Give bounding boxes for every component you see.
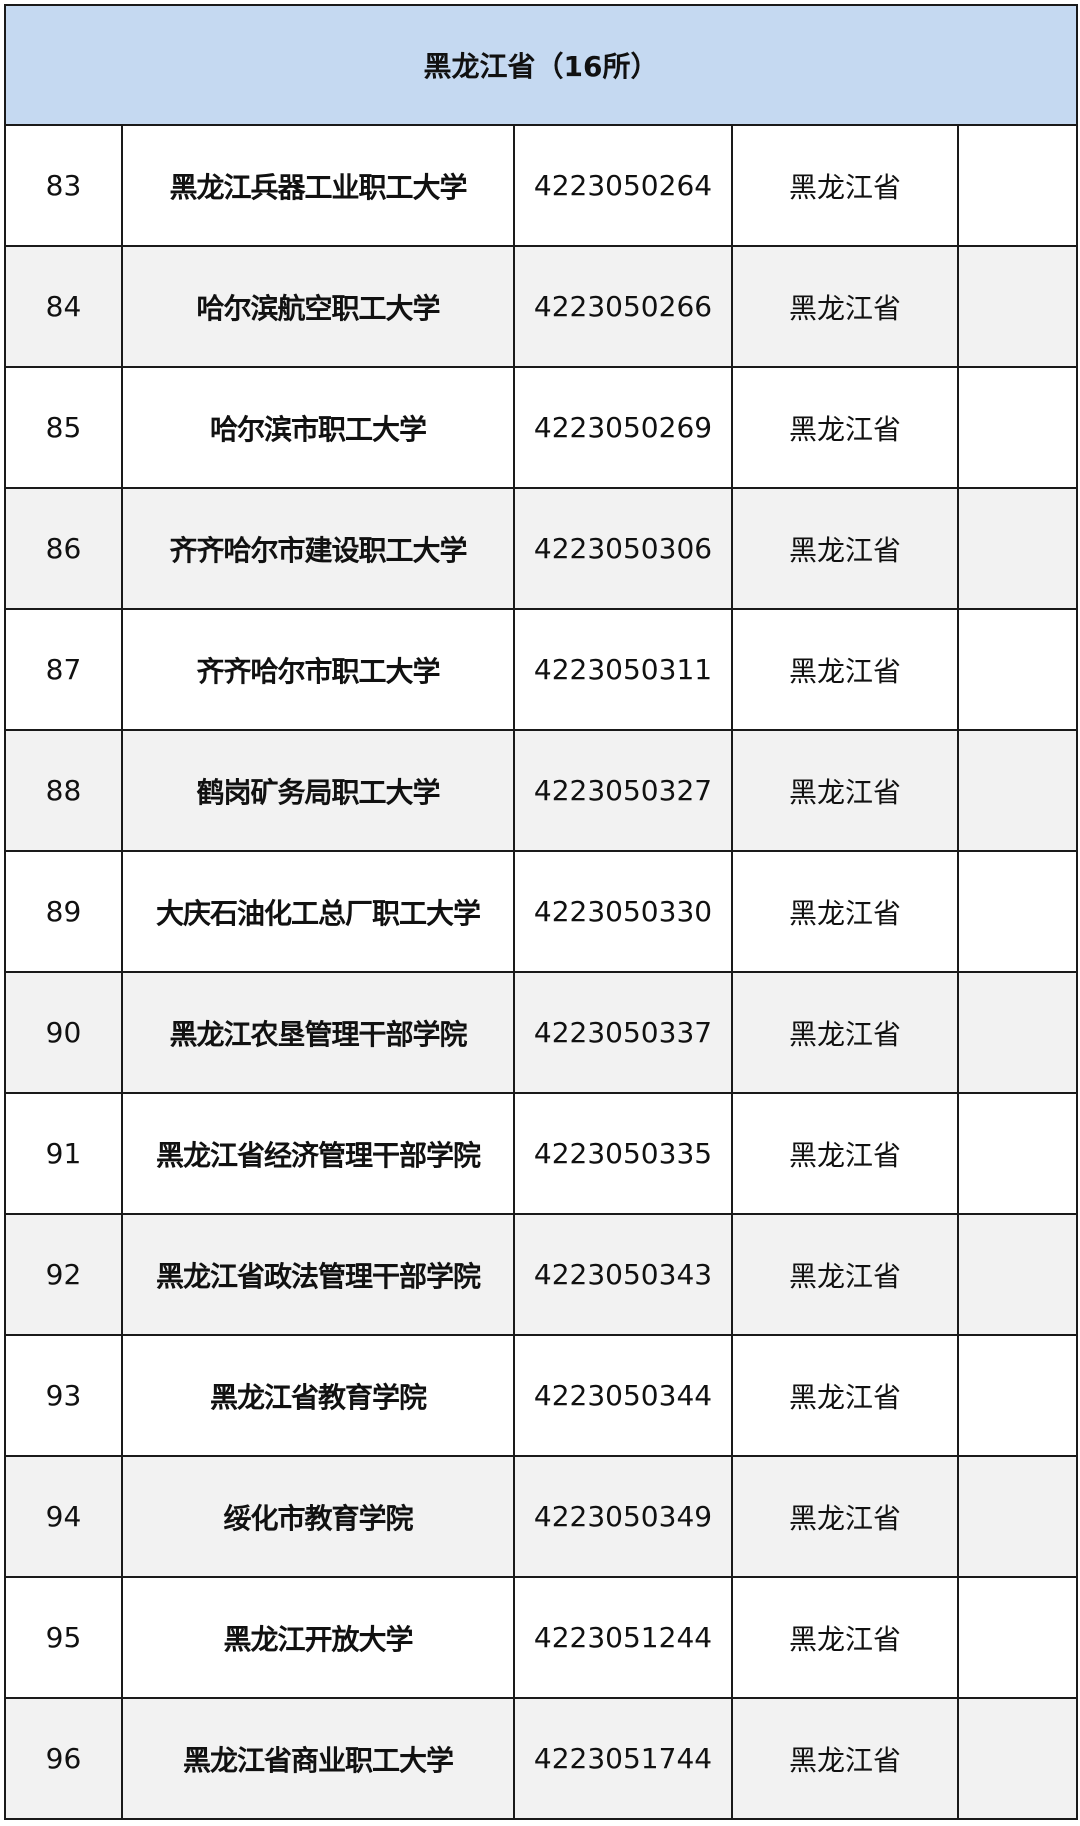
table-row: 96 黑龙江省商业职工大学 4223051744 黑龙江省: [4, 1697, 1079, 1820]
province-cell: 黑龙江省: [731, 1334, 959, 1457]
table-row: 90 黑龙江农垦管理干部学院 4223050337 黑龙江省: [4, 971, 1079, 1094]
province-cell: 黑龙江省: [731, 850, 959, 973]
row-number-cell: 85: [4, 366, 123, 489]
table-row: 94 绥化市教育学院 4223050349 黑龙江省: [4, 1455, 1079, 1578]
row-number-cell: 84: [4, 245, 123, 368]
note-cell: [956, 729, 1079, 852]
note-cell: [956, 971, 1079, 1094]
note-cell: [956, 245, 1079, 368]
province-cell: 黑龙江省: [731, 1576, 959, 1699]
school-code-cell: 4223050327: [513, 729, 733, 852]
note-cell: [956, 487, 1079, 610]
province-cell: 黑龙江省: [731, 971, 959, 1094]
table-row: 91 黑龙江省经济管理干部学院 4223050335 黑龙江省: [4, 1092, 1079, 1215]
row-number-cell: 90: [4, 971, 123, 1094]
table-row: 92 黑龙江省政法管理干部学院 4223050343 黑龙江省: [4, 1213, 1079, 1336]
province-cell: 黑龙江省: [731, 487, 959, 610]
row-number-cell: 94: [4, 1455, 123, 1578]
school-code-cell: 4223050306: [513, 487, 733, 610]
province-cell: 黑龙江省: [731, 366, 959, 489]
table-row: 89 大庆石油化工总厂职工大学 4223050330 黑龙江省: [4, 850, 1079, 973]
school-name-cell: 黑龙江省教育学院: [121, 1334, 515, 1457]
row-number-cell: 92: [4, 1213, 123, 1336]
school-code-cell: 4223050264: [513, 124, 733, 247]
section-title: 黑龙江省（16所）: [3, 4, 1079, 126]
note-cell: [956, 608, 1079, 731]
school-code-cell: 4223050343: [513, 1213, 733, 1336]
note-cell: [956, 1697, 1079, 1820]
school-name-cell: 黑龙江省政法管理干部学院: [121, 1213, 515, 1336]
province-cell: 黑龙江省: [731, 1697, 959, 1820]
row-number-cell: 87: [4, 608, 123, 731]
school-name-cell: 黑龙江省经济管理干部学院: [121, 1092, 515, 1215]
province-cell: 黑龙江省: [731, 245, 959, 368]
school-code-cell: 4223051744: [513, 1697, 733, 1820]
school-name-cell: 鹤岗矿务局职工大学: [121, 729, 515, 852]
school-code-cell: 4223050269: [513, 366, 733, 489]
row-number-cell: 91: [4, 1092, 123, 1215]
province-cell: 黑龙江省: [731, 1455, 959, 1578]
note-cell: [956, 850, 1079, 973]
school-code-cell: 4223050330: [513, 850, 733, 973]
note-cell: [956, 366, 1079, 489]
row-number-cell: 89: [4, 850, 123, 973]
school-name-cell: 齐齐哈尔市建设职工大学: [121, 487, 515, 610]
table-row: 83 黑龙江兵器工业职工大学 4223050264 黑龙江省: [4, 124, 1079, 247]
row-number-cell: 95: [4, 1576, 123, 1699]
row-number-cell: 83: [4, 124, 123, 247]
table-row: 88 鹤岗矿务局职工大学 4223050327 黑龙江省: [4, 729, 1079, 852]
school-code-cell: 4223050266: [513, 245, 733, 368]
row-number-cell: 86: [4, 487, 123, 610]
school-code-cell: 4223050337: [513, 971, 733, 1094]
table-row: 87 齐齐哈尔市职工大学 4223050311 黑龙江省: [4, 608, 1079, 731]
school-code-cell: 4223051244: [513, 1576, 733, 1699]
school-name-cell: 哈尔滨航空职工大学: [121, 245, 515, 368]
table-row: 85 哈尔滨市职工大学 4223050269 黑龙江省: [4, 366, 1079, 489]
school-name-cell: 黑龙江兵器工业职工大学: [121, 124, 515, 247]
school-name-cell: 黑龙江农垦管理干部学院: [121, 971, 515, 1094]
province-cell: 黑龙江省: [731, 729, 959, 852]
note-cell: [956, 1213, 1079, 1336]
province-cell: 黑龙江省: [731, 608, 959, 731]
table-header-row: 黑龙江省（16所）: [3, 4, 1079, 126]
table-row: 95 黑龙江开放大学 4223051244 黑龙江省: [4, 1576, 1079, 1699]
note-cell: [956, 1455, 1079, 1578]
school-code-cell: 4223050344: [513, 1334, 733, 1457]
note-cell: [956, 1334, 1079, 1457]
table-row: 84 哈尔滨航空职工大学 4223050266 黑龙江省: [4, 245, 1079, 368]
school-code-cell: 4223050311: [513, 608, 733, 731]
note-cell: [956, 1576, 1079, 1699]
school-name-cell: 哈尔滨市职工大学: [121, 366, 515, 489]
note-cell: [956, 124, 1079, 247]
table-row: 86 齐齐哈尔市建设职工大学 4223050306 黑龙江省: [4, 487, 1079, 610]
school-name-cell: 黑龙江省商业职工大学: [121, 1697, 515, 1820]
school-name-cell: 齐齐哈尔市职工大学: [121, 608, 515, 731]
row-number-cell: 93: [4, 1334, 123, 1457]
row-number-cell: 88: [4, 729, 123, 852]
province-cell: 黑龙江省: [731, 1092, 959, 1215]
table-row: 93 黑龙江省教育学院 4223050344 黑龙江省: [4, 1334, 1079, 1457]
row-number-cell: 96: [4, 1697, 123, 1820]
school-name-cell: 绥化市教育学院: [121, 1455, 515, 1578]
school-name-cell: 黑龙江开放大学: [121, 1576, 515, 1699]
school-code-cell: 4223050349: [513, 1455, 733, 1578]
province-cell: 黑龙江省: [731, 124, 959, 247]
school-name-cell: 大庆石油化工总厂职工大学: [121, 850, 515, 973]
province-cell: 黑龙江省: [731, 1213, 959, 1336]
school-code-cell: 4223050335: [513, 1092, 733, 1215]
school-table: 黑龙江省（16所） 83 黑龙江兵器工业职工大学 4223050264 黑龙江省 84 哈…: [3, 4, 1079, 1820]
note-cell: [956, 1092, 1079, 1215]
